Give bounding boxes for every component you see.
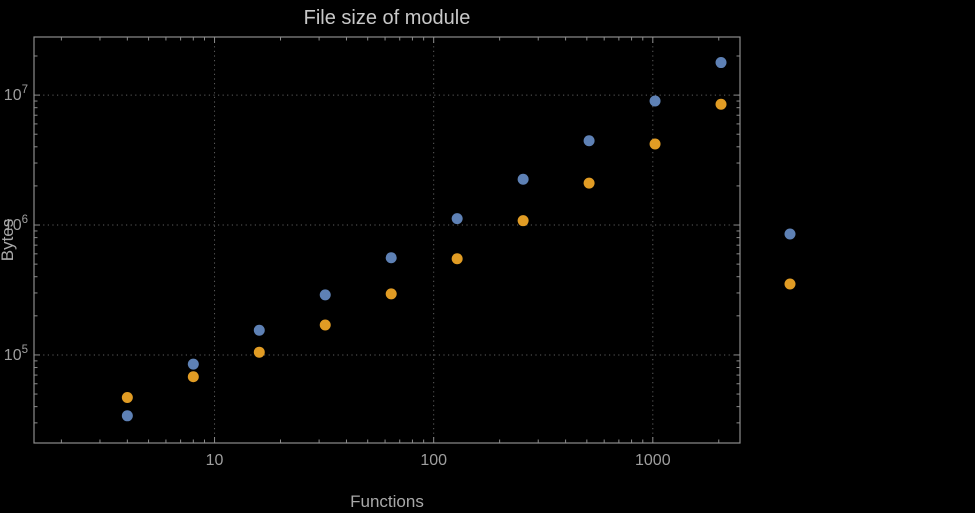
data-point-series-1 bbox=[385, 252, 397, 264]
data-point-series-2 bbox=[517, 215, 529, 227]
tick-labels: 10 100 1000 105 106 107 bbox=[4, 84, 671, 469]
data-point-series-2 bbox=[649, 138, 661, 150]
legend-markers bbox=[784, 228, 796, 290]
data-point-series-2 bbox=[253, 346, 265, 358]
data-point-series-1 bbox=[451, 213, 463, 225]
data-point-series-1 bbox=[715, 57, 727, 69]
axis-ticks bbox=[34, 37, 740, 443]
x-axis-label: Functions bbox=[350, 492, 424, 511]
y-axis-label: Bytes bbox=[0, 219, 17, 262]
legend-marker bbox=[784, 278, 796, 290]
y-tick-label: 106 bbox=[4, 214, 28, 234]
data-point-series-1 bbox=[517, 173, 529, 185]
data-point-series-1 bbox=[319, 289, 331, 301]
gridlines bbox=[34, 37, 740, 443]
data-point-series-2 bbox=[121, 392, 133, 404]
data-point-series-1 bbox=[649, 95, 661, 107]
y-tick-label: 105 bbox=[4, 344, 28, 364]
x-tick-label: 10 bbox=[206, 452, 224, 469]
legend-marker bbox=[784, 228, 796, 240]
data-point-series-2 bbox=[187, 371, 199, 383]
data-point-series-2 bbox=[715, 98, 727, 110]
data-point-series-1 bbox=[253, 324, 265, 336]
data-point-series-2 bbox=[385, 288, 397, 300]
data-point-series-1 bbox=[583, 135, 595, 147]
chart-title: File size of module bbox=[304, 7, 471, 29]
data-point-series-1 bbox=[187, 358, 199, 370]
data-points bbox=[121, 57, 727, 422]
data-point-series-2 bbox=[319, 319, 331, 331]
data-point-series-1 bbox=[121, 410, 133, 422]
y-tick-label: 107 bbox=[4, 84, 28, 104]
plot-frame bbox=[33, 36, 741, 444]
data-point-series-2 bbox=[451, 253, 463, 265]
data-point-series-2 bbox=[583, 177, 595, 189]
x-tick-label: 100 bbox=[420, 452, 447, 469]
x-tick-label: 1000 bbox=[635, 452, 671, 469]
